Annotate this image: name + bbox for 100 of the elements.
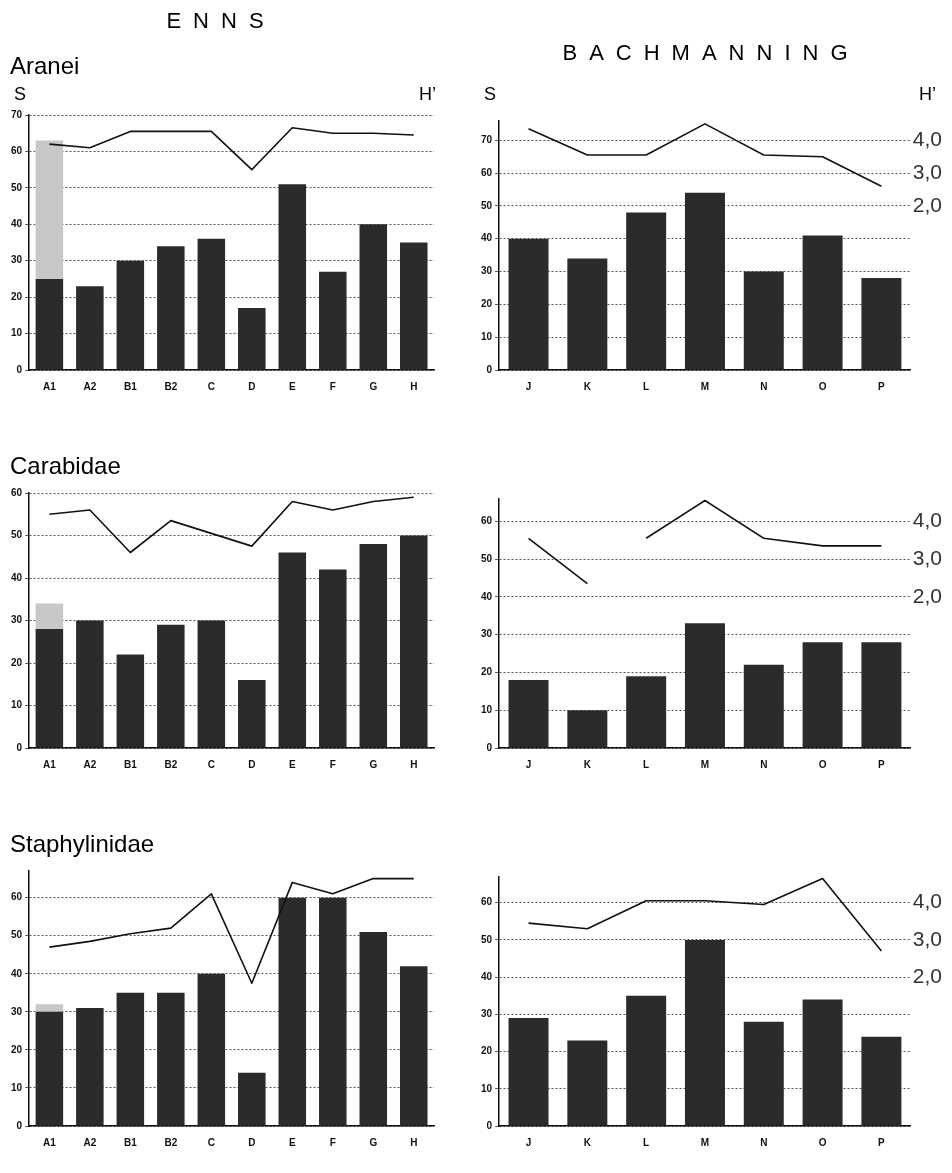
y-tick-label: 50 [11,929,23,941]
y-tick-label: 30 [11,1005,23,1017]
y-tick-label: 20 [481,298,493,310]
bar [626,995,667,1126]
x-tick-label: J [525,1136,532,1148]
y-tick-label: 30 [481,1008,493,1020]
y-tick-label: 40 [481,970,493,982]
x-tick-label: M [700,380,710,392]
x-tick-label: B1 [123,380,138,392]
y2-tick-label: 4,0 [912,127,943,151]
y-tick-label: 0 [16,363,23,375]
bar [626,676,667,748]
bar [76,620,104,748]
x-tick-label: O [818,758,827,770]
bar [35,1004,64,1012]
x-tick-label: E [288,1136,296,1148]
x-tick-label: B1 [123,1136,138,1148]
chart-subtitle: Carabidae [9,452,122,481]
x-tick-label: P [878,1136,886,1148]
bar [319,897,347,1126]
chart-title: ENNS [165,8,277,35]
y-tick-label: 60 [11,145,23,157]
bar [35,603,64,629]
x-tick-label: A2 [83,758,97,770]
y-tick-label: 20 [11,290,23,302]
bar [35,140,64,279]
y-tick-label: 40 [11,967,23,979]
bar [197,620,226,748]
x-tick-label: N [760,1136,768,1148]
bar [76,286,104,370]
y-tick-label: 60 [11,891,23,903]
x-tick-label: E [288,758,296,770]
bar [35,278,64,370]
y-tick-label: 40 [481,590,493,602]
y-tick-label: 0 [486,363,493,375]
y-tick-label: 10 [11,699,23,711]
x-tick-label: O [818,380,827,392]
bar [319,271,347,370]
y-tick-label: 0 [486,1119,493,1131]
bar [399,966,428,1126]
bar [359,544,388,748]
x-tick-label: G [369,1136,378,1148]
y-tick-label: 10 [11,327,23,339]
bar [567,1040,608,1126]
bar [238,1072,266,1126]
bar [157,992,185,1126]
bar [508,679,549,748]
y-tick-label: 20 [481,1045,493,1057]
x-tick-label: O [818,1136,827,1148]
bar [278,552,307,748]
y-tick-label: 0 [486,741,493,753]
bar [197,238,226,370]
chart-subtitle: Aranei [9,52,81,81]
x-tick-label: C [207,1136,215,1148]
y-tick-label: 50 [11,181,23,193]
bar [508,238,549,370]
x-tick-label: P [878,380,886,392]
y-tick-label: 70 [11,108,23,120]
y-tick-label: 50 [481,199,493,211]
x-tick-label: C [207,758,215,770]
x-tick-label: L [643,758,650,770]
x-tick-label: P [878,758,886,770]
y-tick-label: 60 [481,896,493,908]
y-tick-label: 20 [481,666,493,678]
bar [743,664,784,748]
y-tick-label: 60 [481,515,493,527]
y-tick-label: 10 [481,330,493,342]
x-tick-label: D [248,380,256,392]
x-tick-label: K [583,380,592,392]
y-tick-label: 0 [16,741,23,753]
bar [76,1008,104,1126]
y-tick-label: 10 [481,1082,493,1094]
bar [157,246,185,370]
y-tick-label: 50 [11,529,23,541]
bar [359,931,388,1126]
x-tick-label: F [329,380,336,392]
y2-tick-label: 2,0 [912,963,943,987]
y-tick-label: 20 [11,1043,23,1055]
x-tick-label: L [643,380,650,392]
x-tick-label: J [525,380,532,392]
x-tick-label: F [329,758,336,770]
bar [861,278,902,370]
x-tick-label: A2 [83,1136,97,1148]
x-tick-label: A1 [42,1136,57,1148]
y-tick-label: 50 [481,552,493,564]
bar [861,1036,902,1126]
chart-title: BACHMANNING [561,40,861,67]
x-tick-label: N [760,758,768,770]
y-axis-title: S [484,84,497,106]
y2-axis-title: H’ [919,84,936,106]
x-tick-label: L [643,1136,650,1148]
y-tick-label: 10 [481,703,493,715]
chart-subtitle: Staphylinidae [9,830,156,859]
x-tick-label: D [248,1136,256,1148]
x-tick-label: D [248,758,256,770]
y-tick-label: 40 [11,218,23,230]
bar [116,992,145,1126]
bar [399,535,428,748]
y-tick-label: 40 [481,232,493,244]
x-tick-label: B1 [123,758,138,770]
